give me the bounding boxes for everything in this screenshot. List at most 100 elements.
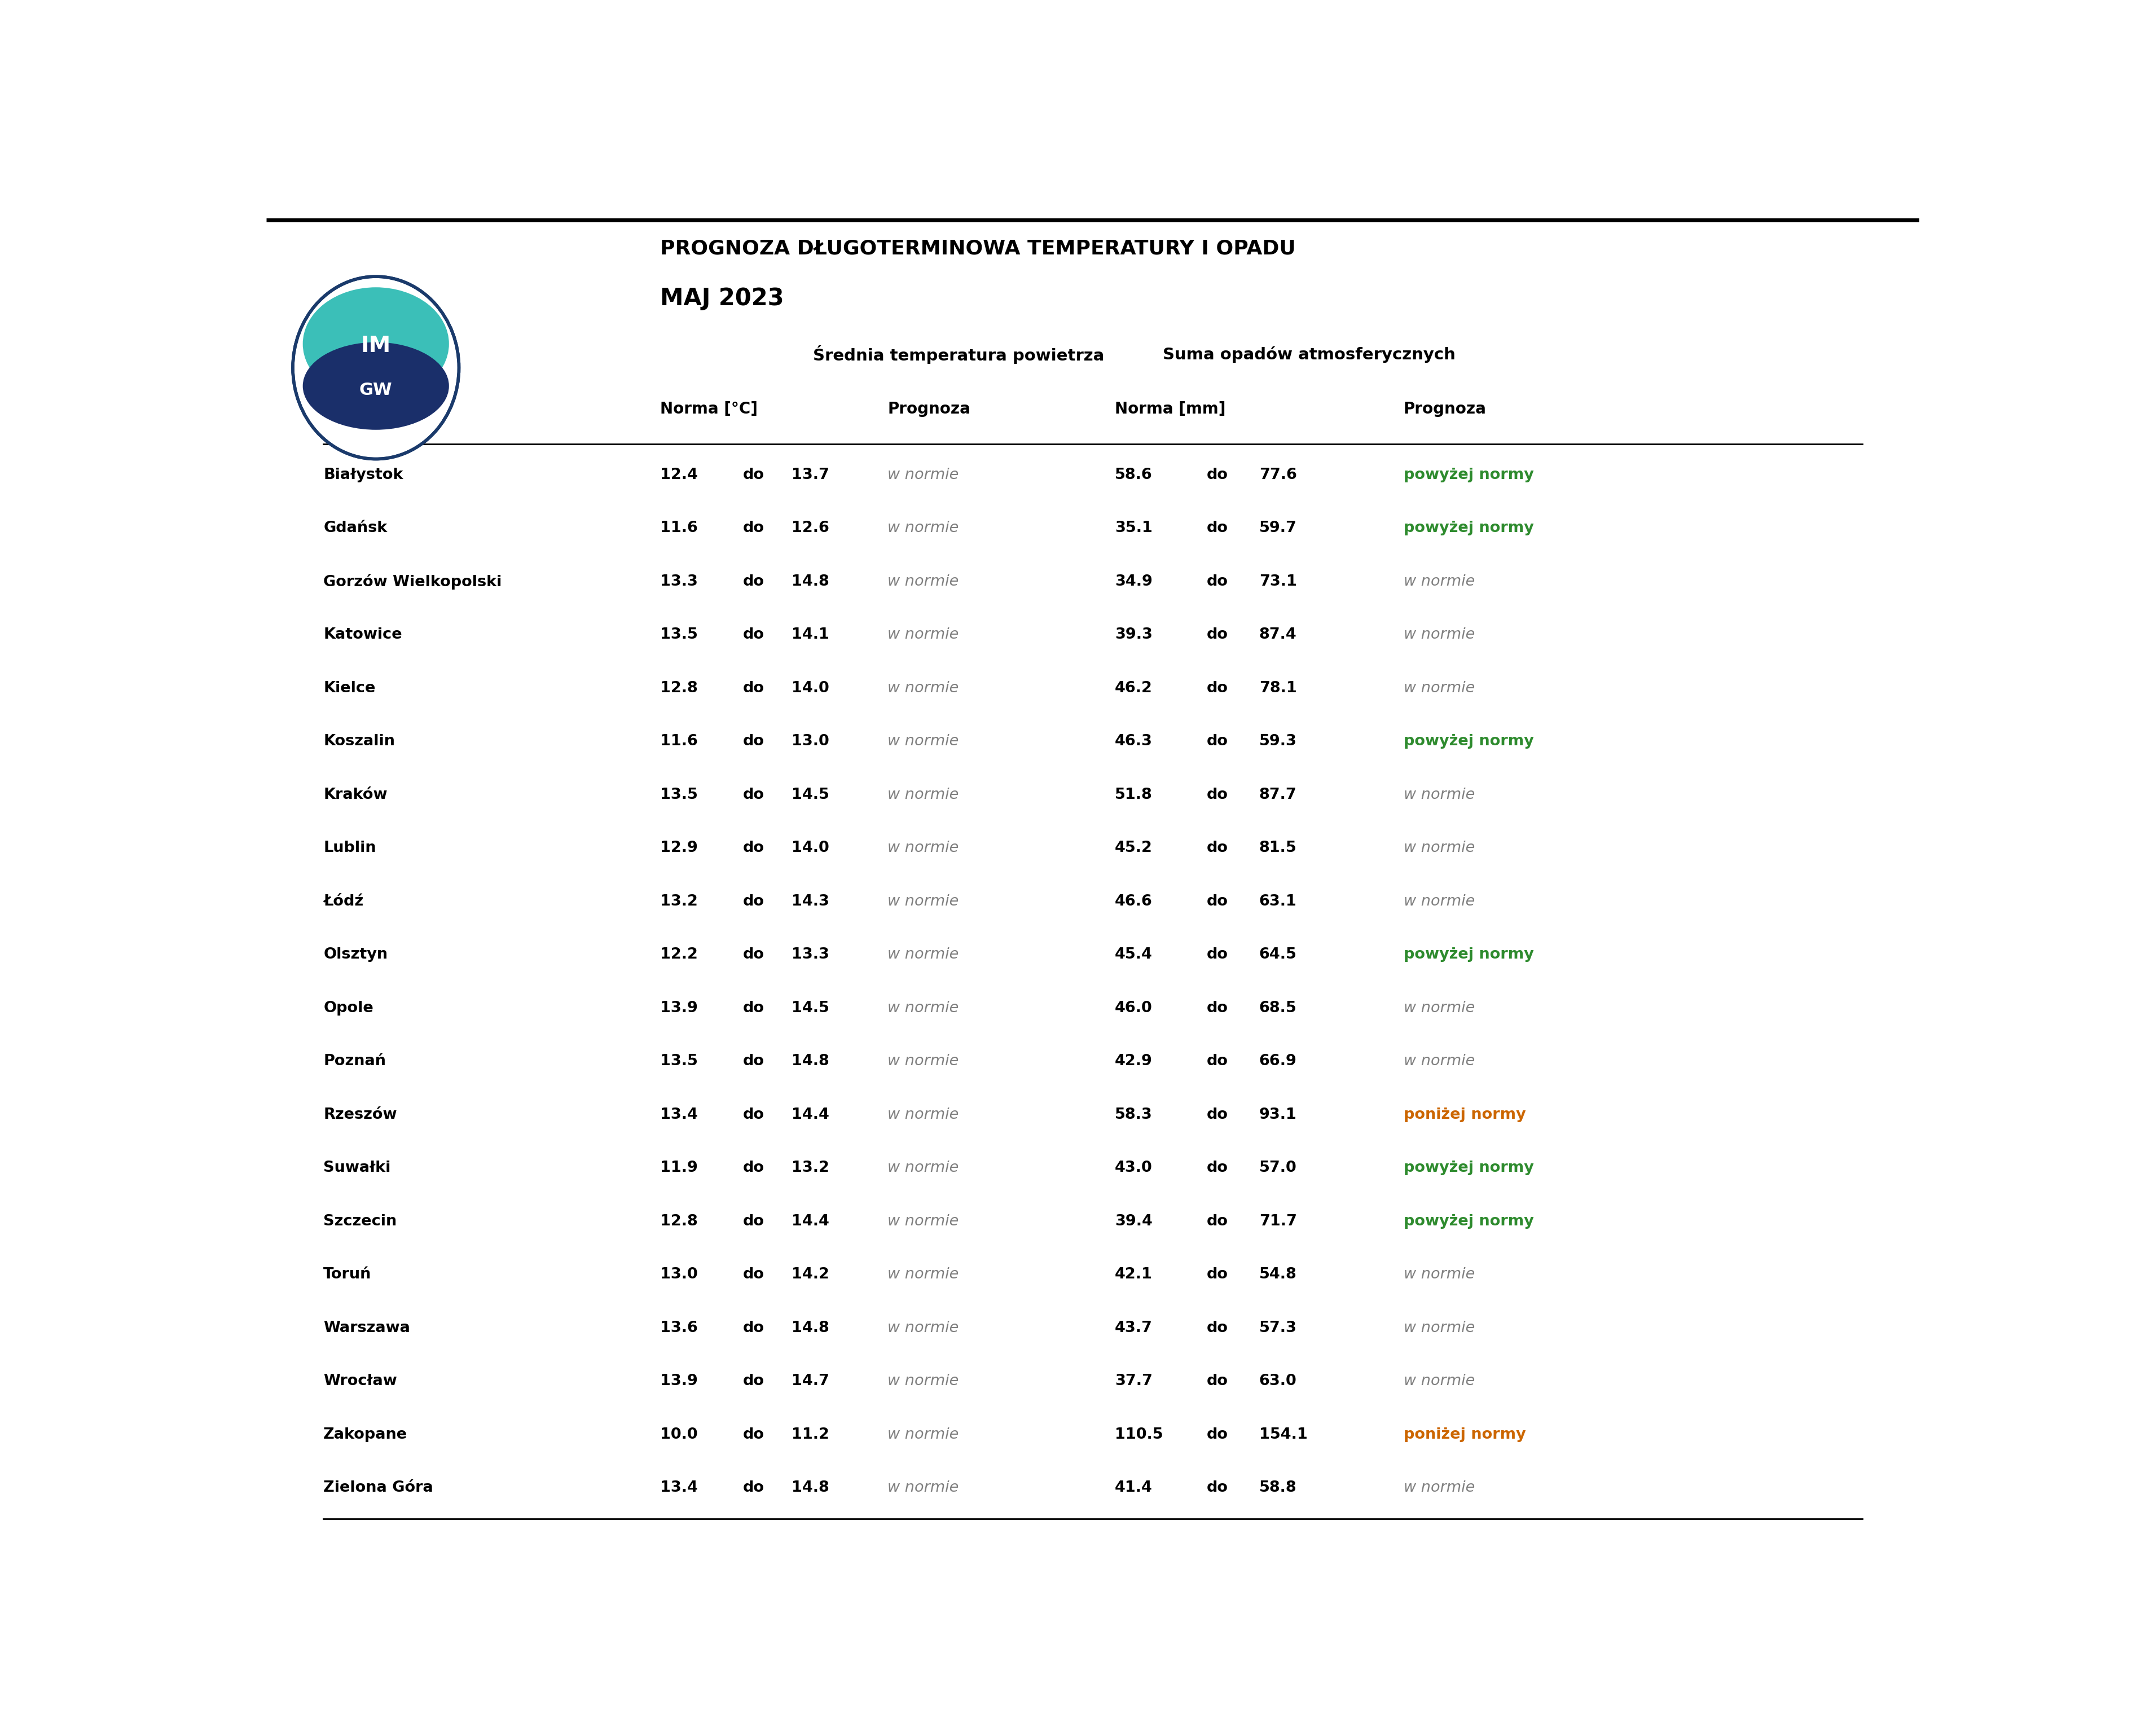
Text: do: do <box>1207 627 1228 642</box>
Text: w normie: w normie <box>887 1054 959 1069</box>
Text: 73.1: 73.1 <box>1258 575 1296 589</box>
Text: 46.0: 46.0 <box>1115 1000 1151 1016</box>
Text: 57.0: 57.0 <box>1258 1161 1296 1175</box>
Text: 58.3: 58.3 <box>1115 1108 1151 1121</box>
Text: w normie: w normie <box>1403 1481 1475 1495</box>
Text: do: do <box>742 948 765 962</box>
Text: do: do <box>1207 788 1228 802</box>
Text: Kielce: Kielce <box>324 681 375 696</box>
Text: do: do <box>742 681 765 696</box>
Text: 59.3: 59.3 <box>1258 734 1296 748</box>
Text: 13.4: 13.4 <box>661 1481 697 1495</box>
Text: 13.9: 13.9 <box>661 1000 697 1016</box>
Text: 11.9: 11.9 <box>661 1161 697 1175</box>
Text: Łódź: Łódź <box>324 894 362 908</box>
Text: 45.4: 45.4 <box>1115 948 1151 962</box>
Text: 14.4: 14.4 <box>791 1213 829 1229</box>
Text: do: do <box>742 1373 765 1389</box>
Text: Kraków: Kraków <box>324 788 388 802</box>
Text: 13.3: 13.3 <box>661 575 697 589</box>
Text: 39.3: 39.3 <box>1115 627 1151 642</box>
Text: w normie: w normie <box>887 1373 959 1389</box>
Text: 13.0: 13.0 <box>791 734 829 748</box>
Text: powyżej normy: powyżej normy <box>1403 467 1533 483</box>
Text: 46.6: 46.6 <box>1115 894 1151 908</box>
Text: 110.5: 110.5 <box>1115 1427 1162 1443</box>
Text: Toruń: Toruń <box>324 1267 371 1281</box>
Text: do: do <box>742 1321 765 1335</box>
Text: do: do <box>742 734 765 748</box>
Text: 11.6: 11.6 <box>661 734 697 748</box>
Text: 14.1: 14.1 <box>791 627 829 642</box>
Text: w normie: w normie <box>887 1267 959 1281</box>
Text: w normie: w normie <box>1403 788 1475 802</box>
Text: 77.6: 77.6 <box>1258 467 1296 483</box>
Text: do: do <box>1207 734 1228 748</box>
Text: w normie: w normie <box>887 1427 959 1443</box>
Text: 63.1: 63.1 <box>1258 894 1296 908</box>
Text: 54.8: 54.8 <box>1258 1267 1296 1281</box>
Text: w normie: w normie <box>1403 1267 1475 1281</box>
Text: do: do <box>1207 681 1228 696</box>
Text: do: do <box>1207 948 1228 962</box>
Text: Suma opadów atmosferycznych: Suma opadów atmosferycznych <box>1162 347 1456 363</box>
Text: 87.4: 87.4 <box>1258 627 1296 642</box>
Text: do: do <box>1207 1108 1228 1121</box>
Text: w normie: w normie <box>1403 1054 1475 1069</box>
Text: 13.0: 13.0 <box>661 1267 697 1281</box>
Text: powyżej normy: powyżej normy <box>1403 734 1533 748</box>
Text: 71.7: 71.7 <box>1258 1213 1296 1229</box>
Text: Opole: Opole <box>324 1000 373 1016</box>
Text: do: do <box>1207 1321 1228 1335</box>
Text: w normie: w normie <box>887 1213 959 1229</box>
Text: 11.2: 11.2 <box>791 1427 829 1443</box>
Text: Gdańsk: Gdańsk <box>324 521 388 535</box>
Text: 13.5: 13.5 <box>661 1054 697 1069</box>
Text: w normie: w normie <box>887 788 959 802</box>
Text: do: do <box>1207 1267 1228 1281</box>
Text: Lublin: Lublin <box>324 840 375 856</box>
Text: 13.6: 13.6 <box>661 1321 697 1335</box>
Text: powyżej normy: powyżej normy <box>1403 521 1533 535</box>
Text: 13.3: 13.3 <box>791 948 829 962</box>
Text: GW: GW <box>360 382 392 399</box>
Text: do: do <box>1207 1427 1228 1443</box>
Text: do: do <box>742 1267 765 1281</box>
Text: Prognoza: Prognoza <box>887 401 970 417</box>
Text: do: do <box>742 1000 765 1016</box>
Text: 13.4: 13.4 <box>661 1108 697 1121</box>
Text: do: do <box>742 894 765 908</box>
Text: do: do <box>742 1427 765 1443</box>
Text: 14.2: 14.2 <box>791 1267 829 1281</box>
Text: 13.2: 13.2 <box>791 1161 829 1175</box>
Text: 14.0: 14.0 <box>791 840 829 856</box>
Text: Prognoza: Prognoza <box>1403 401 1486 417</box>
Text: 64.5: 64.5 <box>1258 948 1296 962</box>
Text: PROGNOZA DŁUGOTERMINOWA TEMPERATURY I OPADU: PROGNOZA DŁUGOTERMINOWA TEMPERATURY I OP… <box>661 238 1296 259</box>
Text: 58.6: 58.6 <box>1115 467 1151 483</box>
Text: 14.8: 14.8 <box>791 1321 829 1335</box>
Text: Gorzów Wielkopolski: Gorzów Wielkopolski <box>324 573 501 589</box>
Text: 14.7: 14.7 <box>791 1373 829 1389</box>
Text: w normie: w normie <box>1403 1000 1475 1016</box>
Ellipse shape <box>303 286 450 401</box>
Text: 14.5: 14.5 <box>791 1000 829 1016</box>
Text: do: do <box>742 1054 765 1069</box>
Text: do: do <box>742 788 765 802</box>
Text: do: do <box>742 1481 765 1495</box>
Text: 43.7: 43.7 <box>1115 1321 1151 1335</box>
Text: poniżej normy: poniżej normy <box>1403 1427 1524 1443</box>
Text: do: do <box>742 840 765 856</box>
Text: 12.8: 12.8 <box>661 1213 697 1229</box>
Text: Średnia temperatura powietrza: Średnia temperatura powietrza <box>812 345 1104 365</box>
Text: w normie: w normie <box>887 948 959 962</box>
Text: do: do <box>742 467 765 483</box>
Text: w normie: w normie <box>887 894 959 908</box>
Text: MAJ 2023: MAJ 2023 <box>661 286 785 311</box>
Text: do: do <box>1207 894 1228 908</box>
Text: 154.1: 154.1 <box>1258 1427 1307 1443</box>
Text: do: do <box>742 575 765 589</box>
Text: 78.1: 78.1 <box>1258 681 1296 696</box>
Text: w normie: w normie <box>1403 681 1475 696</box>
Text: w normie: w normie <box>887 1161 959 1175</box>
